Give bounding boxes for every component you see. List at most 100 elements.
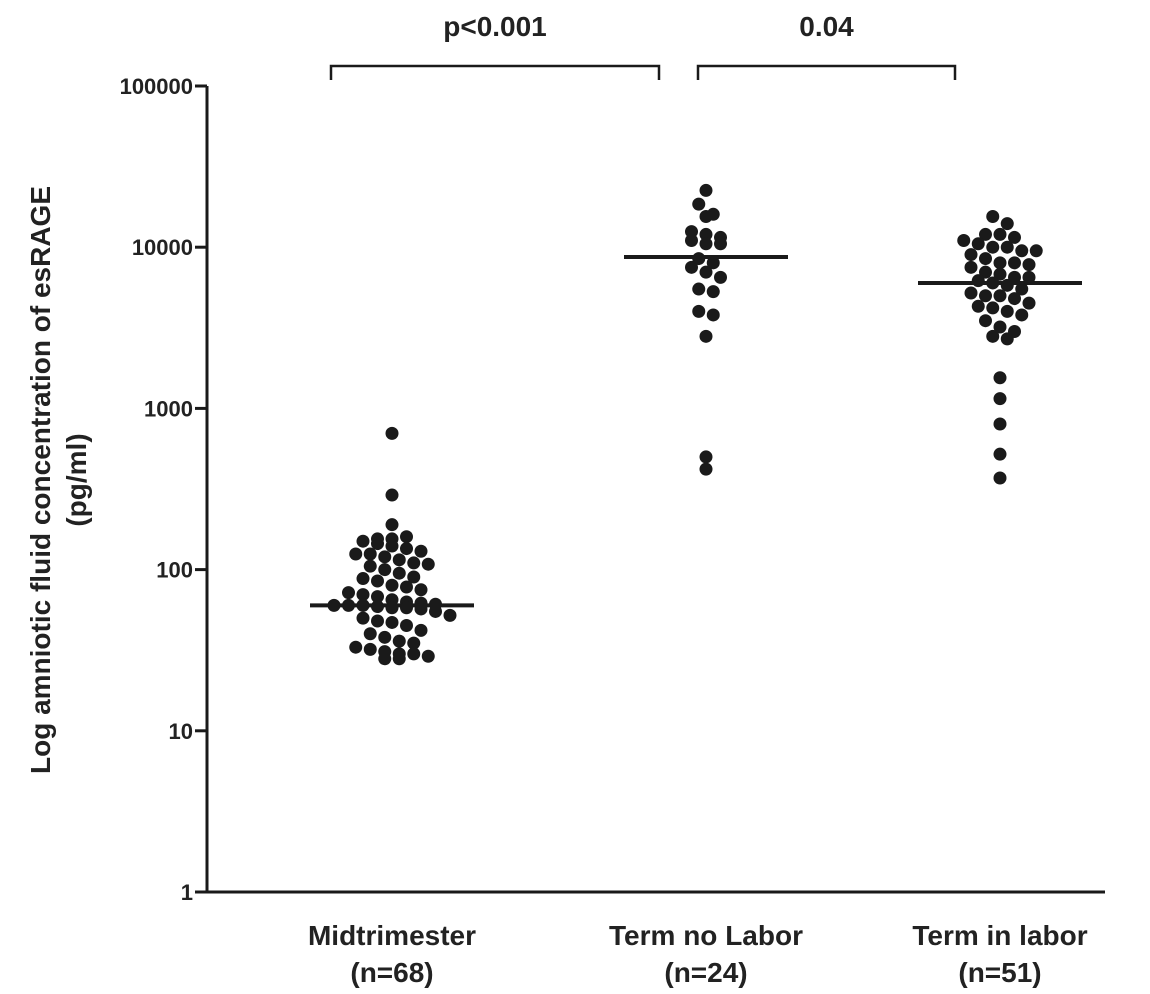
data-point — [414, 583, 428, 597]
data-point — [706, 308, 720, 322]
data-point — [964, 260, 978, 274]
data-point — [1000, 332, 1014, 346]
data-point — [993, 447, 1007, 461]
data-point — [699, 237, 713, 251]
data-point — [1015, 244, 1029, 258]
data-point — [363, 559, 377, 573]
data-point — [363, 547, 377, 561]
data-point — [1000, 304, 1014, 318]
data-point — [1022, 258, 1036, 272]
y-tick-label: 100000 — [120, 74, 193, 99]
data-point — [400, 530, 413, 544]
data-point — [1008, 256, 1021, 270]
data-point — [685, 225, 698, 239]
data-point — [1008, 292, 1021, 306]
data-point — [1022, 296, 1036, 310]
data-point — [342, 586, 355, 600]
data-point — [971, 274, 985, 288]
data-point — [979, 265, 992, 279]
data-point — [699, 265, 713, 279]
data-point — [979, 252, 992, 266]
data-point — [1000, 217, 1014, 231]
data-point — [400, 580, 413, 594]
data-point — [443, 608, 457, 622]
category-labels: Midtrimester (n=68) Term no Labor (n=24) Ter… — [308, 920, 1088, 988]
y-axis: 1 10 100 1000 10000 100000 — [120, 74, 209, 905]
data-point — [699, 450, 713, 464]
data-point — [349, 640, 363, 654]
data-point — [699, 329, 713, 343]
data-point — [714, 270, 727, 284]
data-point — [378, 630, 392, 644]
data-point — [356, 572, 370, 586]
category-label: Midtrimester — [308, 920, 476, 951]
data-point — [986, 210, 1000, 224]
data-point — [421, 649, 435, 663]
data-point — [356, 611, 370, 625]
data-point — [685, 260, 698, 274]
median-lines — [310, 254, 1082, 608]
data-point — [957, 234, 971, 248]
data-point — [392, 553, 406, 567]
data-point — [971, 237, 985, 251]
category-n-label: (n=51) — [958, 957, 1041, 988]
data-point — [407, 570, 421, 584]
data-point — [356, 588, 370, 602]
data-point — [371, 537, 384, 551]
data-point — [993, 227, 1007, 241]
category-label: Term in labor — [912, 920, 1087, 951]
data-point — [407, 636, 421, 650]
data-point — [385, 539, 399, 553]
data-point — [414, 623, 428, 637]
data-point — [706, 285, 720, 299]
data-point — [685, 234, 698, 248]
significance-bracket — [329, 64, 661, 80]
data-point — [1029, 244, 1043, 258]
category-n-label: (n=24) — [664, 957, 747, 988]
data-point — [1008, 230, 1021, 244]
data-point — [429, 604, 442, 618]
y-tick-label: 1000 — [144, 396, 193, 421]
y-axis-unit-label: (pg/ml) — [61, 433, 92, 526]
y-tick-label: 10 — [169, 719, 193, 744]
data-point — [986, 301, 1000, 315]
data-point — [714, 237, 727, 251]
data-point — [1015, 308, 1029, 322]
data-point — [986, 240, 1000, 254]
data-point — [392, 634, 406, 648]
data-point — [979, 227, 992, 241]
significance-bracket — [696, 64, 957, 80]
data-point — [414, 544, 428, 558]
data-point — [993, 417, 1007, 431]
data-point — [993, 256, 1007, 270]
data-point — [385, 518, 399, 532]
data-point — [971, 299, 985, 313]
data-point — [699, 210, 713, 224]
y-tick-label: 10000 — [132, 235, 193, 260]
data-point — [400, 601, 413, 615]
category-label: Term no Labor — [609, 920, 803, 951]
data-point — [349, 547, 363, 561]
data-point — [706, 256, 720, 270]
data-point — [378, 652, 392, 666]
y-axis-label: Log amniotic fluid concentration of esRA… — [25, 186, 56, 774]
category-n-label: (n=68) — [350, 957, 433, 988]
y-tick-label: 100 — [156, 558, 193, 583]
data-point — [692, 197, 706, 211]
significance-label: 0.04 — [799, 11, 854, 42]
data-point — [979, 314, 992, 328]
data-point — [385, 615, 399, 629]
data-point — [964, 286, 978, 300]
data-point — [400, 542, 413, 556]
data-point — [371, 590, 384, 604]
data-point — [699, 227, 713, 241]
significance-brackets: p<0.001 0.04 — [329, 11, 957, 80]
data-point — [986, 329, 1000, 343]
data-point — [385, 426, 399, 440]
data-point — [385, 578, 399, 592]
data-point — [378, 563, 392, 577]
data-point — [1015, 282, 1029, 296]
data-point — [356, 534, 370, 548]
data-point — [407, 556, 421, 570]
data-point — [993, 320, 1007, 334]
